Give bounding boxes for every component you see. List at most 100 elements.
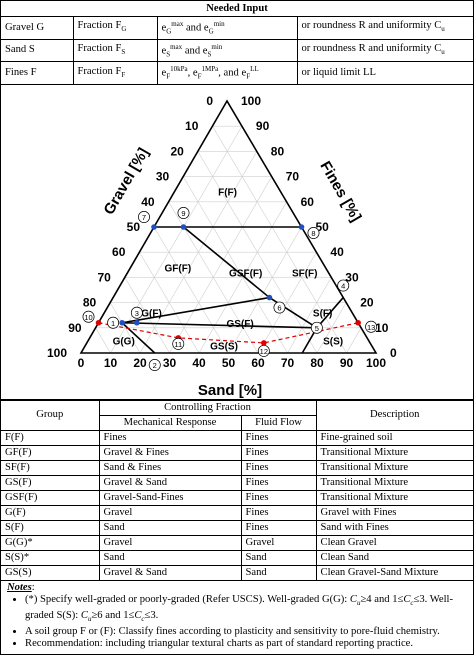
group-row: GF(F) Gravel & Fines Fines Transitional Mix… bbox=[1, 444, 473, 461]
point-number-circle bbox=[307, 226, 320, 239]
point-number: 4 bbox=[341, 281, 345, 290]
group-fluid-cell: Fines bbox=[240, 459, 317, 476]
needed-input-row: Sand S Fraction FS eSmax and eSmin or ro… bbox=[1, 38, 473, 63]
region-label: S(S) bbox=[323, 336, 343, 347]
point-number-circle bbox=[148, 358, 161, 371]
group-row: GSF(F) Gravel-Sand-Fines Fines Transitional… bbox=[1, 489, 473, 506]
group-description-cell: Transitional Mixture bbox=[315, 444, 473, 461]
point-number-circle bbox=[337, 279, 350, 292]
grid-line bbox=[169, 176, 272, 354]
group-description-cell: Transitional Mixture bbox=[315, 474, 473, 491]
group-row: SF(F) Sand & Fines Fines Transitional Mixtu… bbox=[1, 459, 473, 476]
sand-axis-label: Sand [%] bbox=[198, 382, 262, 399]
grid-line bbox=[182, 176, 288, 354]
void-ratio-cell: eSmax and eSmin bbox=[156, 38, 298, 63]
gravel-tick-label: 60 bbox=[112, 245, 126, 259]
fines-tick-label: 100 bbox=[241, 94, 261, 108]
group-group-cell: GS(F) bbox=[1, 474, 100, 491]
group-group-cell: GSF(F) bbox=[1, 489, 100, 506]
group-group-cell: F(F) bbox=[1, 429, 100, 446]
fines-tick-label: 0 bbox=[390, 346, 397, 360]
group-description-cell: Sand with Fines bbox=[315, 519, 473, 536]
sand-tick-label: 80 bbox=[310, 356, 324, 370]
fines-tick-label: 50 bbox=[316, 220, 330, 234]
point-marker bbox=[261, 340, 267, 346]
fines-tick-label: 30 bbox=[345, 270, 359, 284]
soil-cell: Gravel G bbox=[1, 16, 74, 40]
void-ratio-cell: eF10kPa, eF1MPa, and eFLL bbox=[156, 61, 298, 85]
point-marker bbox=[266, 294, 273, 301]
group-mechanical-cell: Gravel & Sand bbox=[98, 474, 242, 491]
point-number: 1 bbox=[111, 319, 115, 328]
region-label: GF(F) bbox=[165, 263, 192, 274]
boundary-line bbox=[182, 226, 270, 299]
sand-tick-label: 10 bbox=[104, 356, 118, 370]
point-number: 5 bbox=[315, 324, 319, 333]
alternative-cell: or liquid limit LL bbox=[296, 61, 473, 85]
point-marker bbox=[119, 319, 125, 326]
point-number-circle bbox=[107, 316, 120, 329]
group-fluid-cell: Fines bbox=[240, 429, 317, 446]
point-number: 12 bbox=[260, 347, 268, 356]
region-label: G(G) bbox=[113, 336, 135, 347]
fraction-cell: Fraction FS bbox=[72, 38, 158, 63]
fines-axis-label: Fines [%] bbox=[316, 158, 364, 224]
note-item: Recommendation: including triangular tex… bbox=[25, 638, 467, 651]
grid-line bbox=[287, 277, 332, 354]
group-fluid-cell: Fines bbox=[240, 489, 317, 506]
group-group-cell: G(G)* bbox=[1, 534, 100, 551]
alternative-cell: or roundness R and uniformity Cu bbox=[296, 38, 473, 63]
grid-line bbox=[212, 125, 347, 354]
gravel-tick-label: 0 bbox=[206, 94, 213, 108]
fines-tick-label: 90 bbox=[256, 119, 270, 133]
point-marker bbox=[95, 319, 102, 326]
group-fluid-cell: Gravel bbox=[240, 534, 317, 551]
group-description-cell: Transitional Mixture bbox=[315, 489, 473, 506]
group-description-cell: Transitional Mixture bbox=[315, 459, 473, 476]
void-ratio-cell: eGmax and eGmin bbox=[156, 16, 298, 40]
grid-line bbox=[257, 251, 317, 354]
group-description-cell: Clean Sand bbox=[315, 549, 473, 566]
group-description-cell: Clean Gravel-Sand Mixture bbox=[315, 564, 473, 581]
group-row: GS(F) Gravel & Sand Fines Transitional Mixt… bbox=[1, 474, 473, 491]
group-group-cell: S(S)* bbox=[1, 549, 100, 566]
point-number: 6 bbox=[277, 303, 281, 312]
region-label: GS(F) bbox=[227, 319, 254, 330]
point-number: 2 bbox=[153, 361, 157, 370]
gravel-tick-label: 30 bbox=[156, 170, 170, 184]
notes-title: Notes bbox=[7, 581, 32, 593]
sand-tick-label: 100 bbox=[366, 356, 386, 370]
sand-tick-label: 60 bbox=[251, 356, 265, 370]
group-description-cell: Gravel with Fines bbox=[315, 504, 473, 521]
group-boundaries bbox=[121, 226, 344, 354]
needed-input-title: Needed Input bbox=[1, 1, 473, 17]
group-mechanical-cell: Gravel & Sand bbox=[98, 564, 242, 581]
point-number-circle bbox=[310, 321, 323, 334]
gravel-tick-label: 90 bbox=[68, 321, 82, 335]
group-row: GS(S) Gravel & Sand Sand Clean Gravel-Sand … bbox=[1, 564, 473, 581]
gravel-tick-label: 40 bbox=[141, 195, 155, 209]
group-group-cell: SF(F) bbox=[1, 459, 100, 476]
sand-tick-label: 70 bbox=[281, 356, 295, 370]
point-number: 3 bbox=[135, 309, 139, 318]
point-number-circle bbox=[138, 210, 150, 223]
region-labels: F(F) GF(F) GSF(F) SF(F) G(F) GS(F) S(F) G(G) GS(… bbox=[113, 188, 344, 353]
gravel-tick-label: 50 bbox=[127, 220, 141, 234]
fines-tick-label: 10 bbox=[375, 321, 389, 335]
group-mechanical-cell: Sand bbox=[98, 549, 242, 566]
point-marker bbox=[355, 319, 361, 326]
needed-input-row: Fines F Fraction FF eF10kPa, eF1MPa, and… bbox=[1, 61, 473, 85]
gravel-tick-label: 80 bbox=[83, 296, 97, 310]
fines-tick-label: 70 bbox=[286, 170, 300, 184]
group-header: Group bbox=[1, 399, 100, 431]
boundary-line bbox=[121, 296, 270, 324]
region-label: F(F) bbox=[218, 188, 237, 199]
groups-body: F(F) Fines Fines Fine-grained soil GF(F) Grav… bbox=[1, 429, 473, 581]
group-fluid-cell: Sand bbox=[240, 549, 317, 566]
point-number-circle bbox=[172, 337, 185, 350]
boundary-line bbox=[316, 296, 344, 329]
grid-line bbox=[316, 302, 347, 354]
point-number-circle bbox=[365, 320, 378, 333]
region-label: GS(S) bbox=[210, 341, 238, 352]
